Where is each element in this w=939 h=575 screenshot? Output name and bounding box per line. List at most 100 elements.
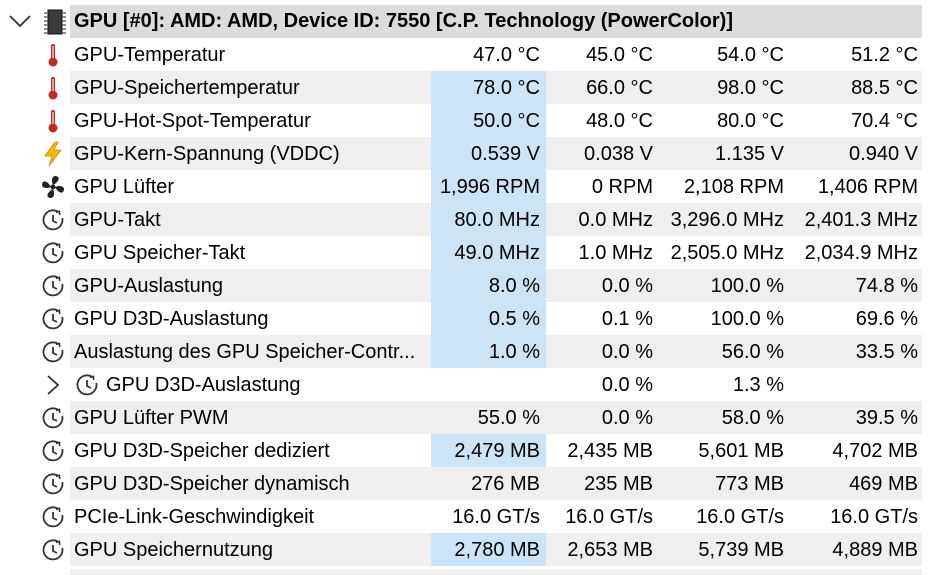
sensor-label: GPU D3D-Auslastung bbox=[106, 374, 301, 396]
clock-icon bbox=[40, 306, 66, 332]
max-value: 100.0 % bbox=[710, 308, 784, 330]
row-background bbox=[70, 401, 922, 434]
table-row[interactable]: GPU Speicher-Takt 49.0 MHz 1.0 MHz 2,505.0 … bbox=[0, 236, 939, 269]
max-value: 5,601 MB bbox=[698, 440, 784, 462]
current-value: 50.0 °C bbox=[431, 104, 546, 137]
max-value: 100.0 % bbox=[710, 275, 784, 297]
table-row[interactable]: GPU Lüfter PWM 55.0 % 0.0 % 58.0 % 39.5 % bbox=[0, 401, 939, 434]
clock-icon bbox=[40, 471, 66, 497]
table-row[interactable]: GPU D3D-Auslastung 0.5 % 0.1 % 100.0 % 69.6 … bbox=[0, 302, 939, 335]
chip-icon bbox=[44, 9, 66, 35]
average-value: 69.6 % bbox=[855, 308, 918, 330]
current-value: 2,780 MB bbox=[431, 533, 546, 566]
min-value: 0.0 % bbox=[601, 407, 653, 429]
table-row[interactable]: GPU Speichernutzung 2,780 MB 2,653 MB 5,739… bbox=[0, 533, 939, 566]
clock-icon bbox=[40, 438, 66, 464]
average-value: 0.940 V bbox=[849, 143, 918, 165]
max-value: 80.0 °C bbox=[717, 110, 784, 132]
sensor-label: GPU Lüfter bbox=[74, 176, 175, 198]
sensor-label: Auslastung des GPU Speicher-Contr... bbox=[74, 341, 416, 363]
thermometer-icon bbox=[40, 108, 66, 134]
chevron-right-icon[interactable] bbox=[40, 372, 66, 398]
sensor-label: GPU Speicher-Takt bbox=[74, 242, 246, 264]
sensor-label: GPU Speichernutzung bbox=[74, 539, 274, 561]
average-value: 469 MB bbox=[849, 473, 918, 495]
average-value: 4,889 MB bbox=[832, 539, 918, 561]
group-header-row[interactable]: GPU [#0]: AMD: AMD, Device ID: 7550 [C.P… bbox=[0, 5, 939, 38]
thermometer-icon bbox=[40, 75, 66, 101]
clock-icon bbox=[74, 372, 100, 398]
average-value: 1,406 RPM bbox=[817, 176, 918, 198]
min-value: 0.038 V bbox=[584, 143, 653, 165]
min-value: 235 MB bbox=[584, 473, 653, 495]
group-title: GPU [#0]: AMD: AMD, Device ID: 7550 [C.P… bbox=[70, 5, 922, 38]
sensor-label: GPU-Speichertemperatur bbox=[74, 77, 300, 99]
sensor-label: GPU-Temperatur bbox=[74, 44, 226, 66]
sensor-label: GPU D3D-Speicher dynamisch bbox=[74, 473, 350, 495]
max-value: 98.0 °C bbox=[717, 77, 784, 99]
max-value: 2,505.0 MHz bbox=[670, 242, 784, 264]
min-value: 16.0 GT/s bbox=[565, 506, 653, 528]
min-value: 2,435 MB bbox=[567, 440, 653, 462]
current-value: 49.0 MHz bbox=[431, 236, 546, 269]
clock-icon bbox=[40, 504, 66, 530]
current-value: 276 MB bbox=[471, 473, 540, 495]
table-row[interactable]: GPU-Auslastung 8.0 % 0.0 % 100.0 % 74.8 % bbox=[0, 269, 939, 302]
average-value: 88.5 °C bbox=[851, 77, 918, 99]
max-value: 16.0 GT/s bbox=[696, 506, 784, 528]
max-value: 2,108 RPM bbox=[683, 176, 784, 198]
current-value: 80.0 MHz bbox=[431, 203, 546, 236]
average-value: 2,401.3 MHz bbox=[804, 209, 918, 231]
min-value: 2,653 MB bbox=[567, 539, 653, 561]
table-row[interactable]: PCIe-Link-Geschwindigkeit 16.0 GT/s 16.0 G… bbox=[0, 500, 939, 533]
sensor-label: PCIe-Link-Geschwindigkeit bbox=[74, 506, 315, 528]
sensor-label: GPU-Takt bbox=[74, 209, 161, 231]
table-row[interactable]: GPU-Speichertemperatur 78.0 °C 66.0 °C 98.0… bbox=[0, 71, 939, 104]
max-value: 56.0 % bbox=[721, 341, 784, 363]
current-value: 1,996 RPM bbox=[431, 170, 546, 203]
current-value: 55.0 % bbox=[477, 407, 540, 429]
sensor-label: GPU D3D-Auslastung bbox=[74, 308, 269, 330]
table-row[interactable]: GPU D3D-Speicher dynamisch 276 MB 235 MB 77… bbox=[0, 467, 939, 500]
max-value: 3,296.0 MHz bbox=[670, 209, 784, 231]
current-value: 2,479 MB bbox=[431, 434, 546, 467]
table-row[interactable]: GPU-Temperatur 47.0 °C 45.0 °C 54.0 °C 51.2 … bbox=[0, 38, 939, 71]
table-row[interactable]: GPU D3D-Auslastung 0.0 % 1.3 % bbox=[0, 368, 939, 401]
current-value: 47.0 °C bbox=[473, 44, 540, 66]
max-value: 773 MB bbox=[715, 473, 784, 495]
table-row[interactable]: GPU D3D-Speicher dediziert 2,479 MB 2,435 … bbox=[0, 434, 939, 467]
clock-icon bbox=[40, 405, 66, 431]
table-row[interactable]: Auslastung des GPU Speicher-Contr... 1.0 … bbox=[0, 335, 939, 368]
lightning-icon bbox=[40, 141, 66, 167]
min-value: 45.0 °C bbox=[586, 44, 653, 66]
thermometer-icon bbox=[40, 42, 66, 68]
clock-icon bbox=[40, 240, 66, 266]
min-value: 0.0 % bbox=[601, 374, 653, 396]
fan-icon bbox=[40, 174, 66, 200]
min-value: 0.0 % bbox=[601, 341, 653, 363]
average-value: 74.8 % bbox=[855, 275, 918, 297]
min-value: 0.0 MHz bbox=[578, 209, 653, 231]
sensor-label: GPU D3D-Speicher dediziert bbox=[74, 440, 330, 462]
table-row[interactable]: GPU-Kern-Spannung (VDDC) 0.539 V 0.038 V 1.… bbox=[0, 137, 939, 170]
average-value: 70.4 °C bbox=[851, 110, 918, 132]
sensor-label: GPU-Kern-Spannung (VDDC) bbox=[74, 143, 340, 165]
sensor-label: GPU-Auslastung bbox=[74, 275, 223, 297]
table-row[interactable]: GPU-Takt 80.0 MHz 0.0 MHz 3,296.0 MHz 2,401.… bbox=[0, 203, 939, 236]
table-row[interactable]: GPU-Hot-Spot-Temperatur 50.0 °C 48.0 °C 80.… bbox=[0, 104, 939, 137]
current-value: 8.0 % bbox=[431, 269, 546, 302]
average-value bbox=[790, 368, 924, 401]
chevron-down-icon[interactable] bbox=[6, 5, 36, 38]
average-value: 33.5 % bbox=[855, 341, 918, 363]
row-tail bbox=[70, 569, 922, 575]
max-value: 1.135 V bbox=[715, 143, 784, 165]
sensor-label: GPU-Hot-Spot-Temperatur bbox=[74, 110, 311, 132]
current-value: 0.539 V bbox=[431, 137, 546, 170]
average-value: 16.0 GT/s bbox=[830, 506, 918, 528]
max-value: 54.0 °C bbox=[717, 44, 784, 66]
average-value: 2,034.9 MHz bbox=[804, 242, 918, 264]
current-value bbox=[431, 368, 546, 401]
table-row[interactable]: GPU Lüfter 1,996 RPM 0 RPM 2,108 RPM 1,406 R… bbox=[0, 170, 939, 203]
current-value: 0.5 % bbox=[431, 302, 546, 335]
min-value: 1.0 MHz bbox=[578, 242, 653, 264]
